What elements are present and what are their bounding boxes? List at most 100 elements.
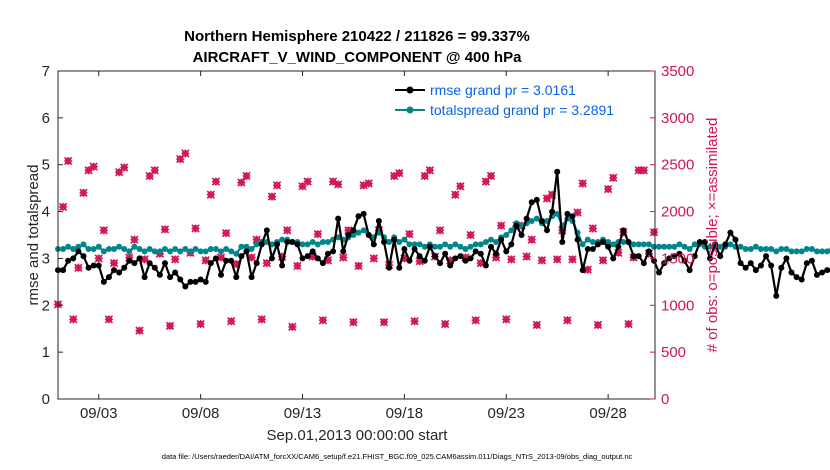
totalspread-point [681, 243, 688, 250]
x-tick-label: 09/18 [386, 405, 424, 422]
rmse-point [712, 241, 719, 248]
obs-point [451, 190, 460, 199]
totalspread-point [253, 241, 260, 248]
rmse-point [620, 227, 627, 234]
obs-point [588, 224, 598, 233]
totalspread-point [243, 243, 250, 250]
rmse-point [258, 241, 265, 248]
totalspread-point [360, 227, 367, 234]
obs-point [537, 256, 547, 265]
totalspread-point [116, 243, 123, 250]
x-axis-label: Sep.01,2013 00:00:00 start [267, 427, 449, 444]
totalspread-point [554, 210, 561, 217]
rmse-point [630, 253, 637, 260]
y-right-tick-label: 0 [661, 391, 669, 408]
rmse-point [340, 248, 347, 255]
totalspread-point [207, 246, 214, 253]
obs-point [649, 228, 659, 237]
totalspread-point [503, 232, 510, 238]
rmse-point [783, 255, 790, 262]
totalspread-point [645, 241, 652, 248]
obs-point [109, 258, 119, 268]
obs-point [283, 226, 292, 235]
totalspread-point [167, 248, 174, 255]
totalspread-point [584, 236, 591, 243]
rmse-point [549, 208, 556, 215]
totalspread-point [192, 246, 199, 253]
totalspread-point [640, 241, 647, 248]
obs-point [497, 221, 506, 230]
rmse-point [411, 246, 418, 253]
obs-point [298, 182, 307, 191]
rmse-point [314, 255, 321, 262]
totalspread-point [299, 241, 306, 248]
obs-point [349, 317, 358, 327]
obs-point [333, 180, 343, 189]
totalspread-point [447, 243, 454, 250]
totalspread-point [100, 248, 107, 255]
obs-point [99, 226, 109, 235]
rmse-point [111, 267, 118, 274]
rmse-point [70, 255, 77, 262]
rmse-point [116, 269, 123, 276]
obs-point [603, 184, 613, 194]
obs-point [181, 149, 190, 158]
totalspread-point [85, 246, 92, 253]
totalspread-point [707, 243, 714, 250]
totalspread-point [223, 246, 230, 253]
rmse-point [533, 196, 540, 203]
rmse-point [615, 243, 622, 250]
obs-point [410, 317, 419, 326]
obs-point [405, 229, 414, 239]
x-tick-label: 09/08 [182, 405, 220, 422]
obs-point [568, 255, 577, 264]
rmse-point [406, 257, 413, 264]
obs-point [130, 235, 139, 244]
obs-point [553, 255, 562, 264]
rmse-point [508, 241, 515, 248]
totalspread-point [757, 246, 764, 253]
obs-point [420, 171, 429, 181]
rmse-point [253, 260, 260, 267]
obs-point [466, 230, 475, 240]
rmse-point [605, 243, 612, 250]
rmse-point [299, 255, 306, 262]
totalspread-point [90, 246, 97, 253]
rmse-point [141, 274, 148, 281]
rmse-point [431, 253, 438, 260]
y-right-axis-ticks: 0 500 1000 1500 2000 2500 3000 3500 [650, 63, 694, 408]
obs-point [120, 163, 129, 172]
rmse-series [55, 168, 830, 299]
y-left-axis-ticks: 0 1 2 3 4 5 6 7 [42, 63, 63, 408]
obs-point [150, 166, 159, 175]
obs-point [364, 179, 373, 188]
totalspread-point [482, 239, 489, 246]
rmse-point [268, 255, 275, 262]
totalspread-point [187, 248, 194, 255]
obs-point [339, 253, 348, 262]
rmse-point [737, 260, 744, 267]
totalspread-point [396, 239, 403, 246]
rmse-point [487, 243, 494, 250]
y-right-tick-label: 500 [661, 344, 686, 361]
totalspread-point [472, 241, 479, 248]
rmse-point [824, 267, 830, 274]
totalspread-point [136, 246, 143, 253]
totalspread-point [386, 239, 393, 246]
obs-point [435, 226, 445, 235]
totalspread-point [421, 243, 428, 250]
rmse-point [763, 253, 770, 260]
totalspread-point [676, 241, 683, 248]
obs-point [532, 320, 541, 330]
totalspread-point [661, 243, 668, 250]
totalspread-point [202, 248, 209, 255]
obs-point [293, 261, 302, 271]
rmse-point [717, 253, 724, 260]
totalspread-point [808, 246, 815, 253]
obs-point [318, 316, 328, 325]
rmse-point [294, 241, 301, 248]
rmse-point [95, 262, 102, 269]
totalspread-point [763, 246, 770, 253]
totalspread-point [508, 227, 515, 234]
